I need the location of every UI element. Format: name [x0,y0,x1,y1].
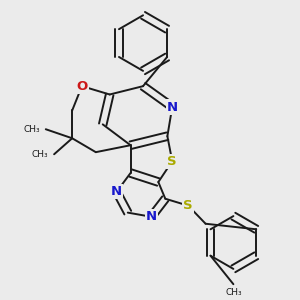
Text: CH₃: CH₃ [225,288,242,297]
Text: N: N [146,210,157,223]
Text: S: S [183,199,193,212]
Text: N: N [111,185,122,198]
Text: O: O [76,80,88,93]
Text: CH₃: CH₃ [24,125,40,134]
Text: S: S [167,155,177,168]
Text: CH₃: CH₃ [32,150,49,159]
Text: N: N [167,100,178,113]
